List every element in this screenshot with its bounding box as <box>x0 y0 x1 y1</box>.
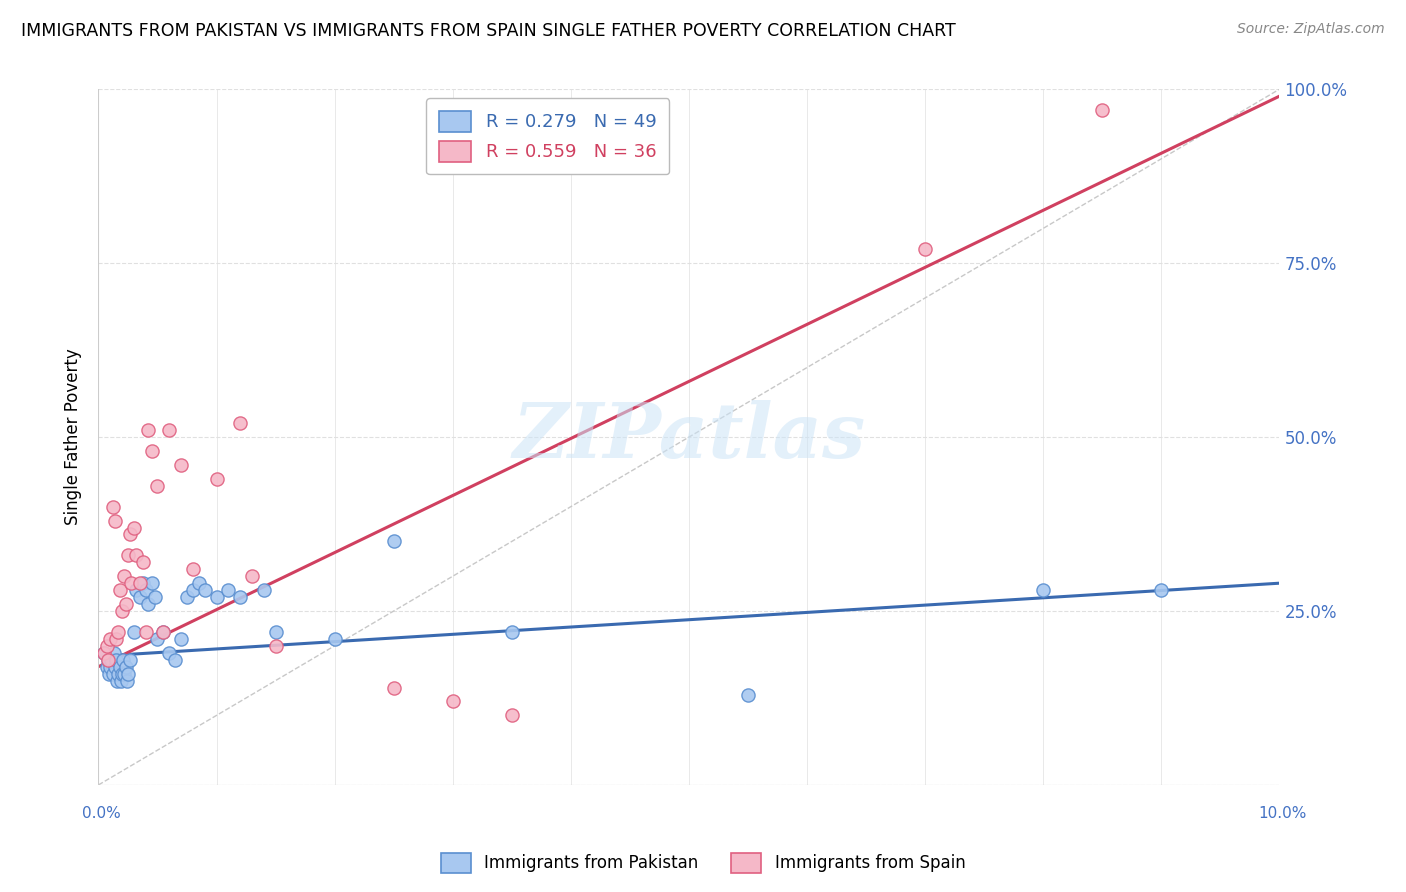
Point <box>146 632 169 646</box>
Point <box>104 659 127 673</box>
Point <box>1091 103 1114 117</box>
Y-axis label: Single Father Poverty: Single Father Poverty <box>65 349 83 525</box>
Point <box>120 653 142 667</box>
Point <box>135 583 157 598</box>
Point <box>146 479 169 493</box>
Point <box>98 632 121 646</box>
Point <box>120 527 142 541</box>
Point <box>115 673 138 688</box>
Point <box>132 555 155 569</box>
Point <box>111 666 134 681</box>
Point <box>152 624 174 639</box>
Point <box>107 666 129 681</box>
Point <box>125 549 148 563</box>
Legend: R = 0.279   N = 49, R = 0.559   N = 36: R = 0.279 N = 49, R = 0.559 N = 36 <box>426 98 669 174</box>
Point <box>122 624 145 639</box>
Point <box>176 590 198 604</box>
Point <box>157 423 180 437</box>
Point <box>100 653 122 667</box>
Point <box>170 458 193 472</box>
Point <box>382 534 405 549</box>
Point <box>114 659 136 673</box>
Point <box>98 666 121 681</box>
Point <box>170 632 193 646</box>
Point <box>187 576 209 591</box>
Text: Source: ZipAtlas.com: Source: ZipAtlas.com <box>1237 22 1385 37</box>
Point <box>1032 583 1054 598</box>
Point <box>141 444 163 458</box>
Point <box>132 576 155 591</box>
Point <box>121 576 143 591</box>
Point <box>101 666 124 681</box>
Point <box>117 549 139 563</box>
Point <box>112 653 135 667</box>
Point <box>217 583 239 598</box>
Point <box>181 583 204 598</box>
Point <box>264 624 287 639</box>
Point <box>205 472 228 486</box>
Point <box>205 590 228 604</box>
Text: IMMIGRANTS FROM PAKISTAN VS IMMIGRANTS FROM SPAIN SINGLE FATHER POVERTY CORRELAT: IMMIGRANTS FROM PAKISTAN VS IMMIGRANTS F… <box>21 22 956 40</box>
Point <box>114 597 136 611</box>
Point <box>136 597 159 611</box>
Point <box>105 673 128 688</box>
Point <box>97 653 120 667</box>
Point <box>229 416 252 430</box>
Point <box>122 520 145 534</box>
Point <box>125 583 148 598</box>
Point <box>737 688 759 702</box>
Point <box>108 583 131 598</box>
Point <box>108 659 131 673</box>
Point <box>112 666 135 681</box>
Point <box>382 681 405 695</box>
Point <box>101 500 124 514</box>
Point <box>157 646 180 660</box>
Text: 10.0%: 10.0% <box>1258 806 1306 821</box>
Point <box>181 562 204 576</box>
Point <box>441 694 464 708</box>
Point <box>112 569 135 583</box>
Point <box>143 590 166 604</box>
Point <box>264 639 287 653</box>
Point <box>98 659 121 673</box>
Point <box>914 242 936 256</box>
Point <box>128 576 150 591</box>
Point <box>103 646 125 660</box>
Point <box>253 583 276 598</box>
Point <box>136 423 159 437</box>
Text: 0.0%: 0.0% <box>82 806 121 821</box>
Point <box>105 632 128 646</box>
Point <box>165 653 187 667</box>
Point <box>128 590 150 604</box>
Legend: Immigrants from Pakistan, Immigrants from Spain: Immigrants from Pakistan, Immigrants fro… <box>434 847 972 880</box>
Point <box>117 666 139 681</box>
Point <box>96 659 118 673</box>
Point <box>194 583 217 598</box>
Point <box>141 576 163 591</box>
Point <box>111 604 134 618</box>
Point <box>152 624 174 639</box>
Point <box>104 514 127 528</box>
Point <box>135 624 157 639</box>
Point <box>323 632 346 646</box>
Point <box>1150 583 1173 598</box>
Point <box>93 646 115 660</box>
Point <box>97 653 120 667</box>
Point <box>229 590 252 604</box>
Text: ZIPatlas: ZIPatlas <box>512 401 866 474</box>
Point <box>501 624 523 639</box>
Point <box>93 646 115 660</box>
Point <box>96 639 118 653</box>
Point <box>105 653 128 667</box>
Point <box>501 708 523 723</box>
Point <box>240 569 263 583</box>
Point <box>107 624 129 639</box>
Point <box>110 673 132 688</box>
